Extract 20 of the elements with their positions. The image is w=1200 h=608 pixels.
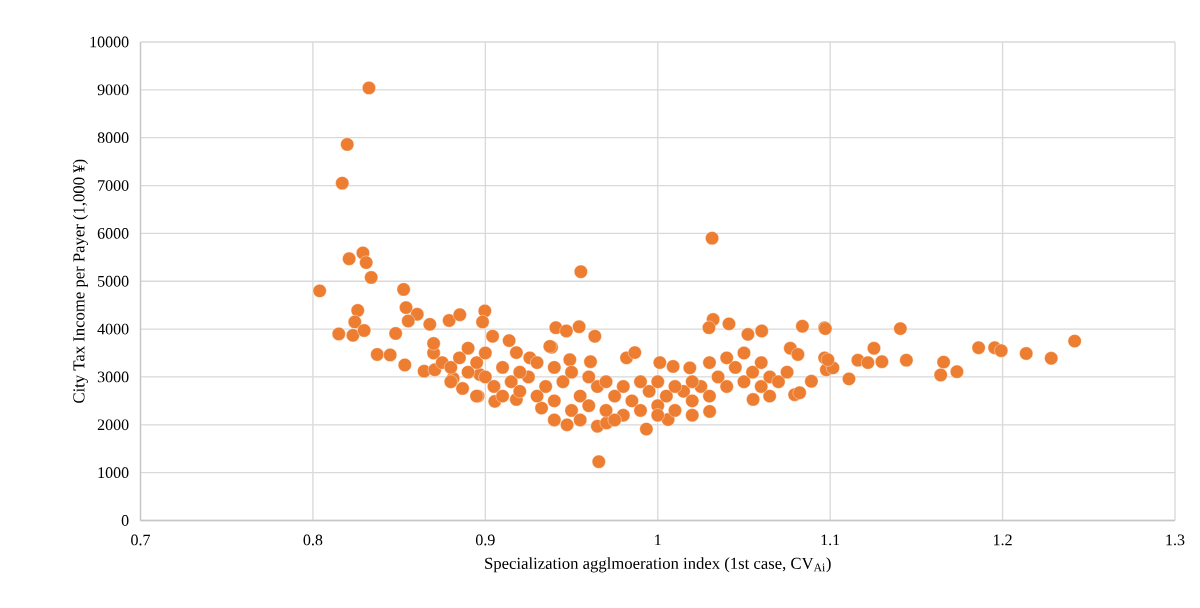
x-tick-label: 0.7 [131,534,151,546]
y-tick-label: 9000 [97,84,129,96]
y-axis-title: City Tax Income per Payer (1,000 ¥) [72,159,88,403]
y-tick-label: 7000 [98,180,129,191]
y-tick-label: 0 [121,515,129,526]
x-tick-label: 1.3 [1166,534,1185,546]
x-tick-label: 1 [655,534,661,546]
y-tick-label: 8000 [97,132,129,144]
x-tick-label: 0.8 [303,534,323,546]
y-tick-label: 5000 [98,275,129,287]
y-tick-label: 1000 [98,467,129,479]
y-tick-label: 4000 [97,323,129,335]
y-tick-label: 10000 [90,36,129,48]
x-tick-label: 1.1 [821,534,840,546]
y-tick-label: 2000 [97,419,129,431]
y-tick-label: 6000 [97,228,129,239]
x-tick-label: 0.9 [475,534,495,546]
x-tick-label: 1.2 [993,534,1012,546]
x-axis-title: Specialization agglmoeration index (1st case, CV$_{Ai}$) [485,557,831,573]
y-tick-label: 3000 [97,371,129,383]
